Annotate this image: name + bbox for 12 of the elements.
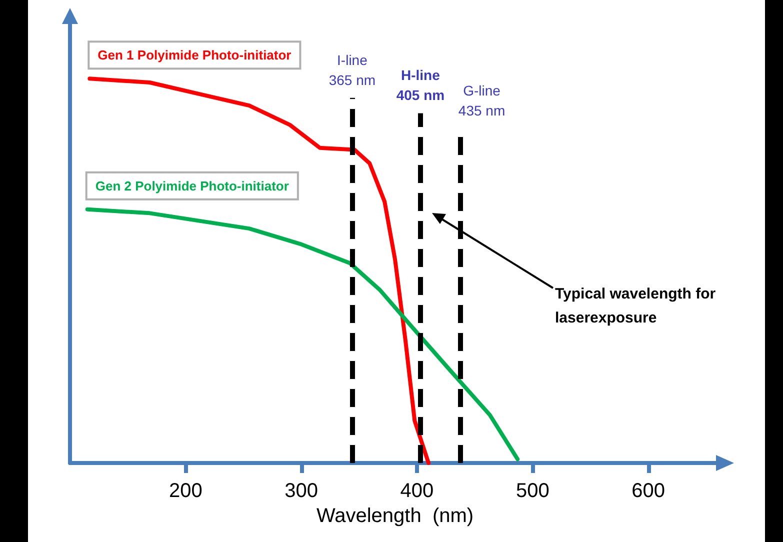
- series-label: Gen 1 Polyimide Photo-initiator: [98, 48, 292, 63]
- x-axis-title: Wavelength (nm): [316, 504, 474, 527]
- annotation: Typical wavelength for laserexposure: [555, 286, 716, 326]
- x-tick-label: 500: [516, 480, 550, 502]
- ref-line-label: G-line 435 nm: [458, 82, 506, 119]
- ref-line-label: I-line 365 nm: [328, 52, 376, 88]
- x-tick-label: 600: [632, 480, 665, 502]
- x-tick-label: 300: [284, 480, 318, 502]
- series-label: Gen 2 Polyimide Photo-initiator: [95, 178, 289, 194]
- ref-line-label: H-line 405 nm: [396, 67, 445, 104]
- x-tick-label: 400: [400, 480, 434, 502]
- x-tick-label: 200: [168, 480, 202, 502]
